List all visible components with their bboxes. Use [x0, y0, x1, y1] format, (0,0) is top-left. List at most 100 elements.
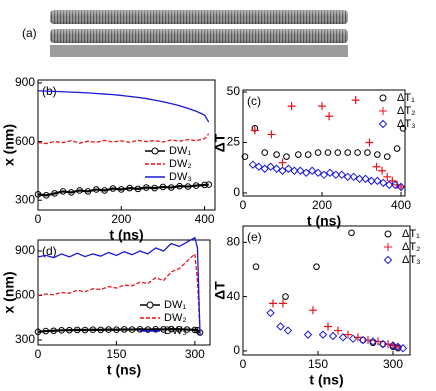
x-tick-label: 150	[308, 357, 328, 371]
series-line	[37, 133, 210, 145]
y-tick-label: 40	[227, 289, 241, 303]
marker	[89, 326, 97, 334]
y-tick-label: 0	[233, 185, 240, 199]
marker	[128, 326, 136, 333]
marker	[120, 326, 128, 333]
marker	[34, 191, 42, 198]
marker	[319, 170, 329, 180]
marker	[136, 325, 144, 333]
marker	[351, 96, 360, 105]
y-tick-label: 300	[15, 332, 35, 346]
y-axis-label: x (nm)	[1, 124, 17, 166]
marker	[66, 326, 73, 334]
marker	[81, 326, 89, 334]
marker	[73, 326, 81, 334]
panel-label: (c)	[247, 94, 261, 108]
marker	[269, 299, 277, 308]
marker	[117, 186, 125, 193]
marker	[283, 153, 290, 160]
marker	[109, 185, 117, 192]
marker	[93, 186, 100, 193]
marker	[84, 188, 92, 195]
marker	[126, 184, 133, 192]
x-tick-label: 200	[312, 198, 332, 212]
marker	[302, 168, 311, 177]
series-line	[37, 183, 209, 197]
marker	[266, 308, 275, 318]
marker	[175, 325, 183, 333]
legend-label: DW₁	[164, 299, 186, 311]
y-tick-label: 300	[15, 192, 35, 206]
y-tick-label: 25	[227, 135, 241, 149]
marker	[42, 327, 50, 335]
series-line	[37, 90, 210, 123]
marker	[34, 328, 42, 336]
marker	[152, 325, 159, 333]
legend-marker	[151, 147, 159, 155]
marker	[393, 342, 403, 352]
marker	[287, 102, 296, 111]
marker	[343, 172, 352, 182]
marker	[361, 174, 370, 184]
plot-frame	[37, 239, 211, 346]
marker	[192, 182, 200, 189]
marker	[331, 170, 341, 180]
marker	[267, 130, 276, 139]
legend-marker	[384, 243, 392, 251]
marker	[252, 263, 260, 271]
y-axis-label: ΔT	[212, 133, 228, 152]
marker	[296, 166, 305, 175]
marker	[349, 172, 358, 182]
x-axis-label: t (ns)	[107, 362, 141, 378]
marker	[344, 149, 352, 156]
marker	[383, 153, 391, 160]
marker	[355, 174, 364, 184]
marker	[313, 263, 320, 271]
y-tick-label: 80	[227, 234, 241, 248]
x-tick-label: 400	[391, 198, 411, 212]
marker	[167, 184, 175, 191]
marker	[383, 172, 392, 181]
marker	[337, 170, 346, 180]
legend-label: DW₂	[164, 312, 187, 324]
marker	[97, 326, 105, 334]
marker	[373, 176, 382, 186]
marker	[59, 188, 67, 195]
marker	[43, 192, 50, 199]
marker	[101, 187, 108, 194]
marker	[278, 166, 287, 175]
marker	[261, 149, 269, 156]
x-tick-label: 0	[35, 212, 42, 226]
legend-marker	[379, 94, 387, 102]
marker	[283, 326, 293, 335]
legend-marker	[383, 255, 393, 265]
marker	[364, 149, 371, 156]
marker	[201, 181, 208, 189]
legend-marker	[384, 230, 392, 238]
marker	[358, 335, 368, 345]
marker	[338, 333, 348, 342]
marker	[379, 178, 388, 188]
legend-label: DW₁	[169, 145, 191, 157]
x-tick-label: 300	[383, 357, 403, 371]
marker	[290, 166, 299, 175]
marker	[68, 189, 75, 196]
marker	[396, 182, 406, 192]
marker	[295, 151, 302, 158]
marker	[374, 151, 381, 158]
x-tick-label: 0	[240, 198, 247, 212]
marker	[248, 160, 258, 169]
marker	[399, 125, 407, 132]
legend-label: DW₂	[169, 158, 192, 170]
marker	[388, 341, 398, 350]
legend-label: DW₃	[169, 171, 192, 183]
marker	[318, 102, 327, 111]
legend-label: ΔT₃	[397, 118, 416, 130]
marker	[276, 322, 285, 331]
x-axis-label: t (ns)	[109, 227, 143, 243]
marker	[328, 331, 338, 341]
x-tick-label: 0	[240, 357, 247, 371]
marker	[348, 334, 358, 343]
x-axis-label: t (ns)	[307, 213, 341, 229]
